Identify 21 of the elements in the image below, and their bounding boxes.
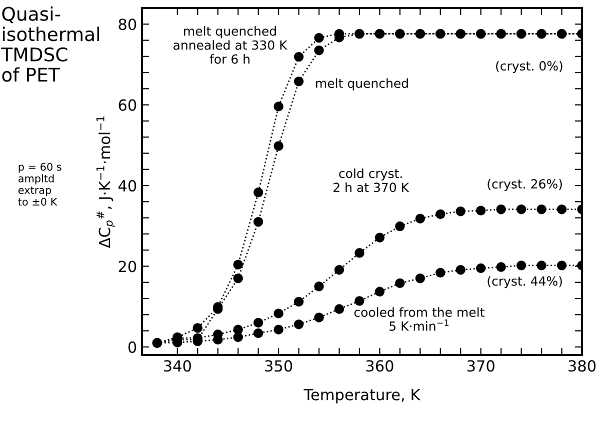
y-axis-title: ΔC$_{p}$$^{#}$, J·K$^{−1}$·mol$^{−1}$ <box>96 116 115 248</box>
y-tick-label: 40 <box>118 180 136 192</box>
annotation: (cryst. 44%) <box>488 276 562 288</box>
annotation: melt quenched <box>316 78 408 90</box>
y-tick-label: 80 <box>118 18 136 30</box>
annotation: melt quenched annealed at 330 K for 6 h <box>174 26 288 64</box>
text: p = 60 s ampltd extrap to ±0 K <box>18 162 62 206</box>
text: Quasi- isothermal TMDSC of PET <box>1 6 99 82</box>
annotation: (cryst. 0%) <box>496 60 562 74</box>
x-tick-label: 380 <box>568 360 596 372</box>
y-tick-label: 20 <box>118 260 136 272</box>
y-tick-label: 0 <box>128 341 136 353</box>
y-tick-label: 60 <box>118 99 136 111</box>
x-tick-label: 340 <box>164 360 191 372</box>
annotation: (cryst. 26%) <box>488 178 562 192</box>
x-tick-label: 370 <box>467 360 494 372</box>
x-tick-label: 350 <box>265 360 292 372</box>
annotation: cold cryst. 2 h at 370 K <box>334 168 410 192</box>
x-tick-label: 360 <box>366 360 394 372</box>
annotation: cooled from the melt 5 K·min$^{−1}$ <box>354 307 484 331</box>
x-axis-title: Temperature, K <box>304 389 421 404</box>
